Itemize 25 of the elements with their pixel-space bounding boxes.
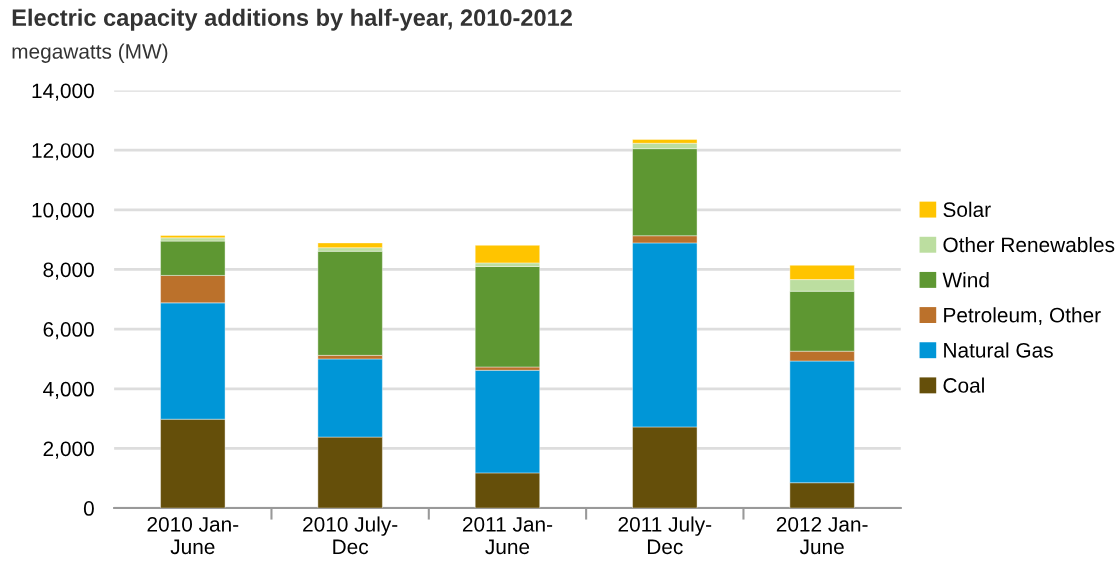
legend-label: Wind — [942, 272, 989, 288]
y-tick-label: 4,000 — [43, 381, 94, 399]
y-tick-label: 12,000 — [32, 143, 94, 161]
x-tick-label: 2011 Jan- June — [462, 516, 553, 555]
bar — [317, 251, 383, 356]
bar — [475, 245, 540, 264]
y-tick-label: 8,000 — [43, 262, 94, 280]
legend-label: Other Renewables — [943, 236, 1115, 253]
legend-label: Coal — [943, 377, 984, 393]
x-tick-label: 2012 Jan- June — [776, 516, 868, 555]
bar — [317, 242, 383, 248]
y-tick-label: 6,000 — [43, 322, 94, 340]
x-tick-label: 2010 Jan- June — [147, 516, 239, 555]
x-tick-label: 2010 July- Dec — [303, 516, 398, 555]
y-tick-label: 0 — [83, 501, 94, 516]
x-tick-label: 2011 July- Dec — [618, 516, 712, 555]
y-tick-label: 2,000 — [43, 441, 94, 459]
bar — [475, 266, 540, 368]
y-tick-label: 10,000 — [32, 202, 94, 221]
legend-label: Solar — [943, 201, 991, 218]
legend-label: Petroleum, Other — [944, 307, 1101, 325]
chart-subtitle: megawatts (MW) — [12, 43, 168, 63]
chart-title: Electric capacity additions by half-year, 2010-2012 — [12, 8, 572, 31]
y-tick-label: 14,000 — [32, 83, 94, 101]
legend-label: Natural Gas — [944, 342, 1053, 358]
